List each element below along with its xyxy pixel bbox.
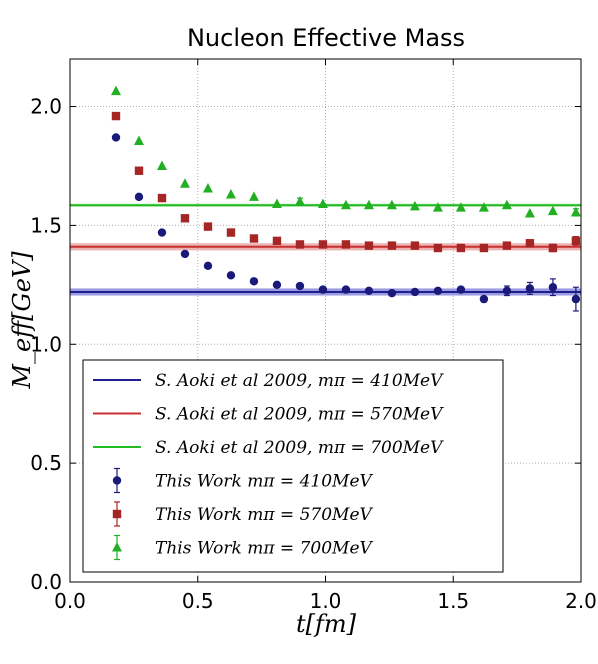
data-point bbox=[547, 205, 558, 216]
data-point bbox=[456, 285, 466, 294]
data-point bbox=[387, 241, 397, 250]
legend-entry: S. Aoki et al 2009, mπ = 410MeV bbox=[155, 371, 444, 391]
x-tick-label: 0.0 bbox=[54, 589, 86, 613]
data-point bbox=[479, 243, 489, 253]
x-tick-label: 2.0 bbox=[565, 589, 597, 613]
data-point bbox=[525, 284, 535, 293]
y-tick-label: 1.0 bbox=[30, 332, 62, 356]
data-point bbox=[455, 202, 466, 212]
data-point bbox=[570, 206, 581, 217]
data-point bbox=[571, 294, 581, 304]
data-point bbox=[318, 285, 328, 294]
data-point bbox=[111, 133, 121, 142]
legend-entry: S. Aoki et al 2009, mπ = 570MeV bbox=[155, 405, 444, 425]
data-point bbox=[111, 111, 121, 121]
data-points bbox=[110, 85, 581, 312]
legend-marker-swatch bbox=[112, 509, 122, 519]
data-point bbox=[156, 160, 167, 170]
data-point bbox=[225, 189, 236, 199]
data-point bbox=[433, 286, 443, 295]
data-point bbox=[432, 202, 443, 212]
data-point bbox=[364, 241, 374, 250]
data-point bbox=[317, 198, 328, 209]
x-tick-label: 1.5 bbox=[437, 589, 469, 613]
data-point bbox=[249, 277, 259, 286]
data-point bbox=[179, 178, 190, 188]
x-tick-label: 1.0 bbox=[310, 589, 342, 613]
data-point bbox=[134, 192, 144, 202]
data-point bbox=[133, 135, 144, 146]
y-tick-label: 2.0 bbox=[30, 95, 62, 119]
legend: S. Aoki et al 2009, mπ = 410MeV S. Aoki e… bbox=[82, 359, 504, 573]
data-point bbox=[548, 283, 558, 292]
data-point bbox=[363, 199, 374, 210]
legend-entry: S. Aoki et al 2009, mπ = 700MeV bbox=[155, 438, 444, 458]
data-point bbox=[157, 228, 167, 237]
y-axis-label: M_eff[GeV] bbox=[8, 251, 36, 390]
data-point bbox=[364, 286, 374, 295]
data-point bbox=[202, 183, 213, 193]
legend-marker-swatch bbox=[112, 542, 122, 552]
data-point bbox=[341, 240, 351, 249]
data-point bbox=[318, 240, 328, 249]
data-point bbox=[180, 214, 190, 223]
y-tick-label: 0.5 bbox=[30, 451, 62, 475]
data-point bbox=[203, 222, 213, 231]
x-axis-label: t[fm] bbox=[296, 610, 357, 638]
data-point bbox=[226, 228, 236, 237]
data-point bbox=[295, 281, 305, 291]
data-point bbox=[226, 271, 236, 280]
legend-entry: This Work mπ = 700MeV bbox=[155, 539, 373, 559]
legend-entry: This Work mπ = 410MeV bbox=[155, 472, 373, 492]
data-point bbox=[410, 287, 420, 297]
data-point bbox=[249, 234, 259, 243]
data-point bbox=[386, 199, 397, 210]
data-point bbox=[271, 198, 282, 209]
data-point bbox=[203, 261, 213, 271]
data-point bbox=[340, 199, 351, 210]
legend-box bbox=[82, 359, 504, 573]
axis-ticks: 0.0 0.5 1.0 1.5 2.0 0.0 0.5 1.0 1.5 2.0 bbox=[30, 59, 597, 613]
data-point bbox=[272, 280, 282, 290]
chart-title: Nucleon Effective Mass bbox=[187, 24, 465, 52]
data-point bbox=[294, 196, 305, 206]
y-tick-label: 1.5 bbox=[30, 213, 62, 237]
data-point bbox=[387, 288, 397, 298]
data-point bbox=[180, 249, 190, 259]
legend-marker-swatch bbox=[112, 476, 122, 485]
data-point bbox=[548, 243, 558, 253]
data-point bbox=[341, 285, 351, 294]
data-point bbox=[410, 241, 420, 250]
data-point bbox=[502, 286, 512, 295]
data-point bbox=[501, 199, 512, 210]
data-point bbox=[571, 236, 581, 246]
data-point bbox=[478, 202, 489, 212]
data-point bbox=[157, 193, 167, 203]
data-point bbox=[433, 243, 443, 253]
data-point bbox=[248, 191, 259, 201]
data-point bbox=[110, 85, 121, 96]
data-point bbox=[456, 243, 466, 253]
y-tick-label: 0.0 bbox=[30, 570, 62, 594]
data-point bbox=[134, 166, 144, 175]
data-point bbox=[295, 240, 305, 249]
data-point bbox=[525, 239, 535, 248]
x-tick-label: 0.5 bbox=[182, 589, 214, 613]
data-point bbox=[479, 294, 489, 304]
data-point bbox=[524, 208, 535, 218]
data-point bbox=[409, 200, 420, 211]
data-point bbox=[502, 241, 512, 250]
data-point bbox=[272, 236, 282, 246]
legend-entry: This Work mπ = 570MeV bbox=[155, 505, 373, 525]
